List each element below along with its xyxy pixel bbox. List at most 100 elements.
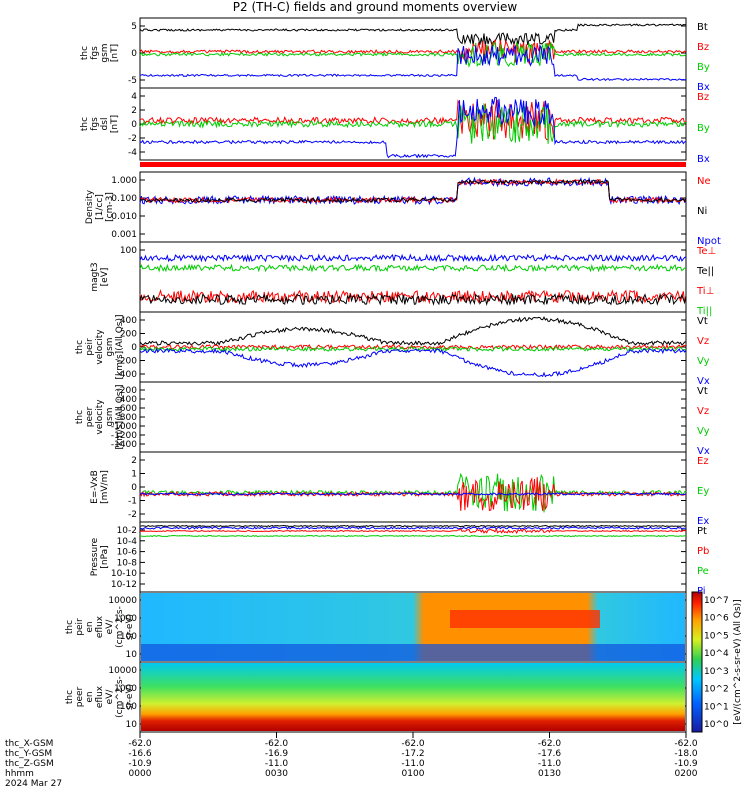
xaxis-tick-y: -17.6 [538, 749, 562, 759]
xaxis-row-label: thc_X-GSM [5, 739, 53, 749]
xaxis-tick-x: -62.0 [401, 739, 425, 749]
xaxis-row-label: thc_Y-GSM [5, 749, 52, 759]
panel-ion_spec-ylabel: peir [75, 618, 85, 636]
panel-pressure-ylabel: [nPa] [100, 545, 110, 568]
colorbar-tick-label: 10^3 [704, 667, 729, 677]
panel-ve-frame [139, 381, 687, 453]
legend-vi-Vy: Vy [697, 356, 710, 367]
xaxis-tick-x: -62.0 [128, 739, 152, 749]
trace-fgs-bz [139, 39, 687, 65]
panel-pressure-ytick-label: 10-12 [111, 580, 137, 590]
legend-density-Ne: Ne [697, 176, 711, 187]
trace-pt [139, 524, 687, 528]
xaxis-tick-time: 0000 [129, 769, 152, 779]
panel-efield-ytick-label: -1 [128, 497, 137, 507]
xaxis-tick-z: -10.9 [674, 759, 698, 769]
panel-vi-ytick-label: -400 [117, 370, 138, 380]
legend-temp-Ti⊥: Ti⊥ [696, 286, 714, 297]
panel-ve-ylabel: thc [75, 410, 85, 424]
xaxis-tick-time: 0130 [538, 769, 561, 779]
panel-fgs_dsl-ylabel: fgs [90, 117, 100, 131]
xaxis-tick-z: -11.0 [265, 759, 289, 769]
panel-elec_spec-ytick-label: 1000 [114, 684, 137, 694]
panel-ion_spec-ylabel: eV/ [105, 619, 115, 635]
trace-dsl-by [139, 102, 687, 144]
legend-fgs-Bx: Bx [697, 82, 710, 93]
legend-ve-Vx: Vx [697, 446, 710, 457]
panel-temp-ylabel: [eV] [100, 268, 110, 287]
panel-elec_spec-ylabel: eflux [95, 685, 105, 708]
trace-fgs-by [139, 41, 687, 68]
panel-efield-ytick-label: 0 [131, 483, 137, 493]
legend-vi-Vt: Vt [697, 316, 708, 327]
panel-ve-ylabel: gsm [105, 407, 115, 426]
trace-ti-par [139, 263, 687, 273]
panel-elec_spec-ylabel: sr-eV) [125, 684, 135, 710]
panel-fgs-ylabel: gsm [100, 43, 110, 62]
panel-elec_spec-ylabel: en [85, 691, 95, 702]
panel-ve-ytick-label: -600 [117, 404, 138, 414]
panel-ion_spec-ylabel: (cm^2-s- [115, 606, 125, 648]
xaxis-tick-x: -62.0 [265, 739, 289, 749]
panel-ion_spec-ylabel: en [85, 621, 95, 632]
panel-ion_spec-ytick-label: 100 [120, 632, 137, 642]
panel-pressure-ytick-label: 10-8 [117, 558, 138, 568]
xaxis-tick-y: -17.2 [401, 749, 424, 759]
panel-pressure-ytick-label: 10-10 [111, 569, 137, 579]
legend-temp-Te||: Te|| [696, 266, 714, 277]
panel-elec_spec-ylabel: thc [65, 690, 75, 704]
panel-fgs_dsl-ylabel: thc [80, 117, 90, 131]
legend-fgs_dsl-By: By [697, 123, 710, 134]
legend-density-Npot: Npot [697, 236, 721, 247]
panel-fgs-ylabel: thc [80, 46, 90, 60]
panel-pressure-ytick-label: 10-6 [117, 548, 138, 558]
xaxis-tick-time: 0100 [402, 769, 425, 779]
colorbar-tick-label: 10^2 [704, 685, 729, 695]
legend-fgs-Bz: Bz [697, 42, 709, 53]
panel-vi-ytick-label: 0 [131, 343, 137, 353]
colorbar-tick-label: 10^0 [704, 720, 729, 730]
panel-pressure-ylabel: Pressure [90, 537, 100, 576]
panel-ion_spec-ylabel: thc [65, 620, 75, 634]
panel-fgs-ytick-label: 0 [131, 49, 137, 59]
panel-ve-ylabel: peer [85, 406, 95, 427]
panel-vi-ylabel: velocity [95, 329, 105, 365]
panel-ion_spec-ytick-label: 10000 [108, 596, 137, 606]
panel-ve-ytick-label: -1200 [111, 431, 137, 441]
xaxis-tick-y: -16.9 [265, 749, 289, 759]
panel-elec_spec-ytick-label: 10000 [108, 666, 137, 676]
legend-vi-Vz: Vz [697, 336, 709, 347]
legend-efield-Ex: Ex [697, 516, 709, 527]
panel-ion_spec-ylabel: sr-eV) [125, 614, 135, 640]
xaxis-tick-time: 0030 [265, 769, 288, 779]
legend-efield-Ez: Ez [697, 456, 709, 467]
panel-pressure-ytick-label: 10-2 [117, 526, 137, 536]
panel-fgs_dsl-ytick-label: -4 [128, 148, 137, 158]
legend-fgs_dsl-Bz: Bz [697, 92, 709, 103]
panel-ion_spec-ylabel: eflux [95, 615, 105, 638]
electron-spectrogram [141, 663, 685, 731]
panel-fgs-ytick-label: -5 [128, 76, 137, 86]
panel-ion_spec-ytick-label: 1000 [114, 614, 137, 624]
panel-pressure-frame [139, 521, 687, 593]
panel-ve-ytick-label: -200 [117, 386, 138, 396]
legend-density-Ni: Ni [697, 206, 707, 217]
panel-vi-ytick-label: -200 [117, 357, 138, 367]
panel-fgs_dsl-ytick-label: 4 [131, 92, 137, 102]
panel-temp-frame [139, 241, 687, 313]
trace-vi-vz [139, 343, 687, 351]
panel-density-ytick-label: 1.000 [111, 176, 137, 186]
legend-fgs_dsl-Bx: Bx [697, 154, 710, 165]
panel-density-ylabel: Density [85, 189, 95, 224]
panel-fgs_dsl-ytick-label: 0 [131, 120, 137, 130]
panel-elec_spec-ylabel: (cm^2-s- [115, 676, 125, 718]
panel-efield-ytick-label: 2 [131, 456, 137, 466]
legend-ve-Vz: Vz [697, 406, 709, 417]
panel-elec_spec-ylabel: eV/ [105, 689, 115, 705]
ion-spectrogram-low [141, 644, 685, 661]
legend-pressure-Pt: Pt [697, 526, 707, 537]
xaxis-tick-x: -62.0 [674, 739, 698, 749]
panel-elec_spec-ytick-label: 100 [120, 702, 137, 712]
legend-pressure-Pb: Pb [697, 546, 709, 557]
panel-fgs-ytick-label: 5 [131, 22, 137, 32]
